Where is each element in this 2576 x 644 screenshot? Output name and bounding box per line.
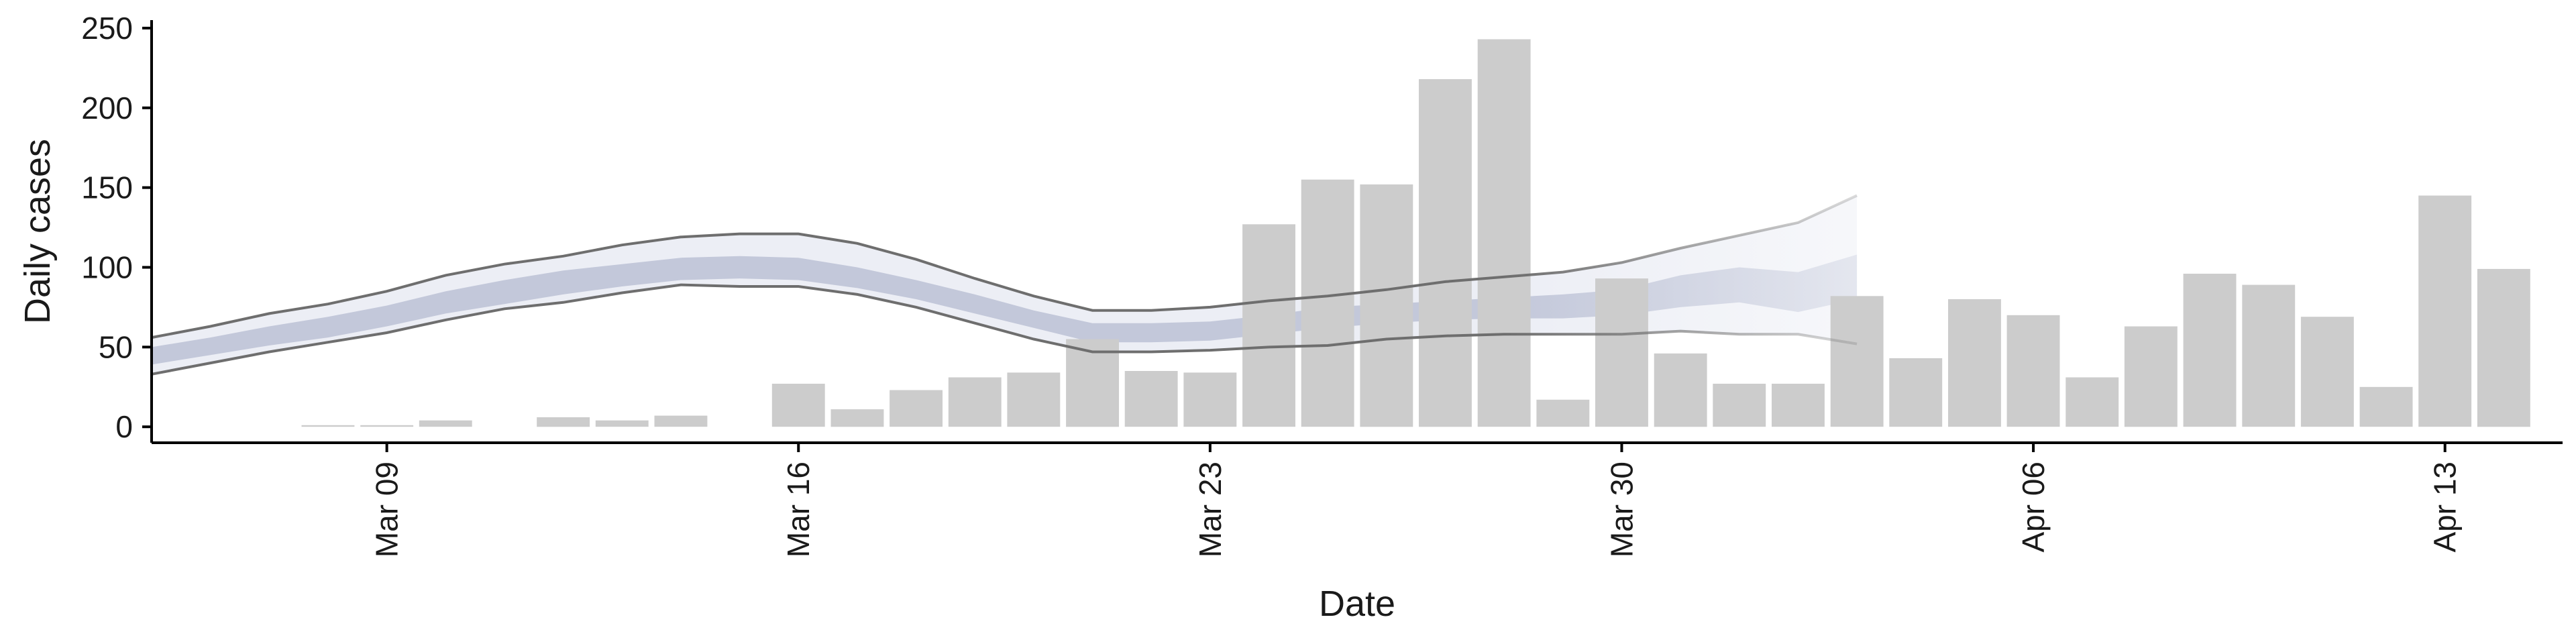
band-inner (152, 254, 1858, 365)
bar (537, 417, 590, 427)
bar (2300, 317, 2354, 427)
bar (2006, 315, 2060, 427)
bar (1889, 358, 1943, 427)
bar (2477, 268, 2530, 427)
bar (2359, 386, 2413, 427)
bar (948, 377, 1002, 427)
bar (2124, 326, 2178, 427)
bar (301, 425, 355, 427)
bar (2418, 195, 2472, 427)
bar (890, 390, 943, 427)
x-tick-label: Mar 16 (781, 462, 816, 557)
y-tick-label: 100 (81, 250, 133, 284)
bar (654, 415, 708, 427)
bar (830, 409, 884, 427)
bar (1595, 278, 1648, 427)
bar (1948, 299, 2001, 427)
upper-bound-line (151, 194, 1858, 339)
bar (595, 420, 649, 427)
y-tick-label: 150 (81, 170, 133, 205)
bar (1654, 353, 1707, 427)
bar (1066, 339, 1119, 427)
bar (360, 425, 414, 427)
bar (1242, 224, 1295, 427)
bar (1477, 39, 1531, 427)
bar (2065, 377, 2119, 427)
bar (1536, 399, 1590, 427)
y-tick-label: 0 (115, 409, 133, 444)
bar (2183, 274, 2237, 427)
bar (1772, 384, 1825, 427)
y-axis-label: Daily cases (17, 139, 58, 324)
bar (1360, 184, 1413, 427)
bar (1007, 372, 1061, 427)
bar (1713, 384, 1766, 427)
bar (1830, 296, 1884, 427)
bar (2242, 284, 2296, 427)
x-tick-label: Mar 09 (370, 462, 405, 557)
bar (419, 420, 472, 427)
x-tick-label: Apr 06 (2016, 462, 2051, 553)
bar (1419, 79, 1472, 427)
bound-lines (151, 194, 1858, 376)
y-tick-label: 200 (81, 91, 133, 125)
bars (301, 39, 2530, 427)
x-tick-label: Apr 13 (2428, 462, 2463, 553)
axes: 0 50 100 150 200 250 Mar 09 Mar 16 Mar 23 Mar 30 A… (81, 11, 2563, 557)
lower-bound-line (151, 283, 1858, 376)
y-tick-label: 50 (99, 329, 133, 364)
bar (1183, 372, 1237, 427)
bar (1124, 371, 1178, 427)
y-tick-label: 250 (81, 11, 133, 46)
x-tick-label: Mar 23 (1193, 462, 1228, 557)
bar (1301, 179, 1354, 427)
x-tick-label: Mar 30 (1604, 462, 1639, 557)
bar (771, 384, 825, 427)
x-axis-label: Date (1319, 584, 1395, 624)
